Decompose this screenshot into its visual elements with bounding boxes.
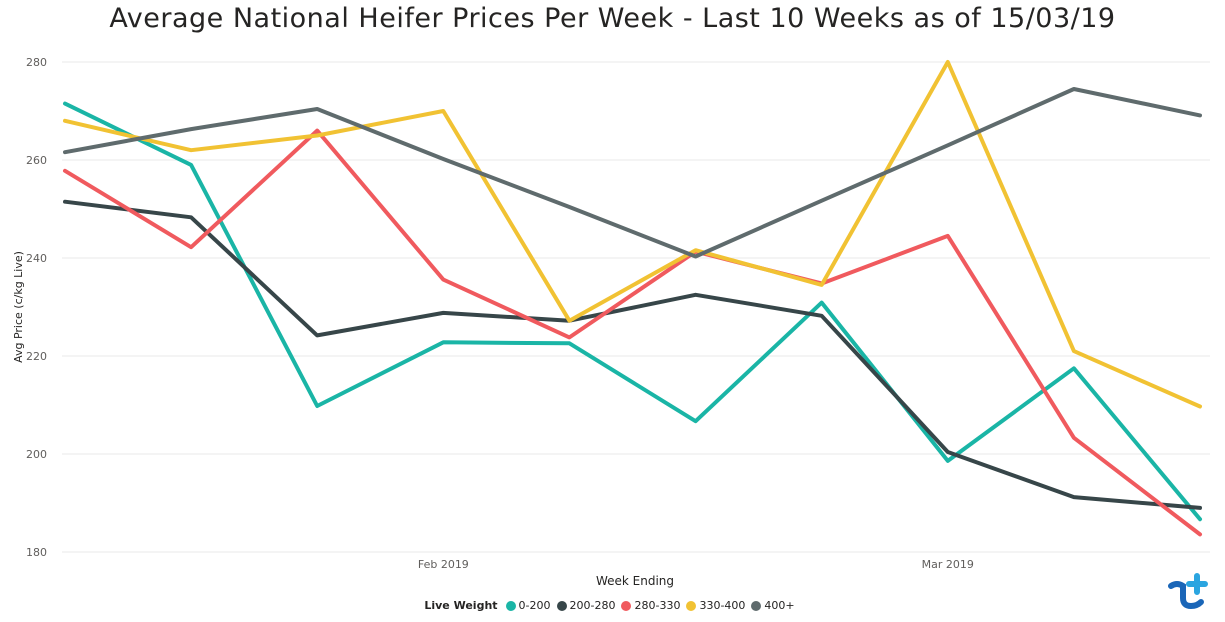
y-tick-label: 220 (26, 350, 47, 363)
legend-marker-icon (751, 600, 762, 611)
legend: Live Weight 0-200 200-280 280-330 330-400 40… (0, 599, 1225, 612)
legend-items: 0-200 200-280 280-330 330-400 400+ (505, 599, 801, 612)
y-axis-title: Avg Price (c/kg Live) (12, 251, 25, 363)
legend-item[interactable]: 330-400 (686, 599, 745, 612)
series-line-0-200[interactable] (63, 101, 1202, 522)
legend-marker-icon (505, 600, 516, 611)
legend-item[interactable]: 400+ (751, 599, 795, 612)
legend-label: 280-330 (634, 599, 681, 612)
y-tick-label: 260 (26, 154, 47, 167)
legend-item[interactable]: 0-200 (505, 599, 551, 612)
y-axis-ticks: 180 200 220 240 260 280 (26, 56, 47, 559)
legend-title: Live Weight (424, 599, 498, 612)
y-tick-label: 180 (26, 546, 47, 559)
y-tick-label: 280 (26, 56, 47, 69)
legend-label: 400+ (764, 599, 795, 612)
legend-label: 330-400 (699, 599, 746, 612)
legend-label: 200-280 (569, 599, 616, 612)
series-lines (63, 60, 1202, 537)
brand-logo-icon (1168, 573, 1208, 610)
gridlines (62, 61, 1210, 553)
series-line-280-330[interactable] (63, 128, 1202, 537)
legend-marker-icon (621, 600, 632, 611)
legend-marker-icon (556, 600, 567, 611)
x-axis-title: Week Ending (596, 574, 674, 588)
x-tick-label: Feb 2019 (418, 558, 469, 571)
legend-item[interactable]: 280-330 (621, 599, 680, 612)
chart-title: Average National Heifer Prices Per Week … (109, 3, 1116, 34)
series-line-200-280[interactable] (63, 199, 1202, 510)
y-tick-label: 240 (26, 252, 47, 265)
legend-marker-icon (686, 600, 697, 611)
legend-label: 0-200 (518, 599, 551, 612)
series-line-400+[interactable] (63, 87, 1202, 259)
series-line-330-400[interactable] (63, 60, 1202, 409)
y-tick-label: 200 (26, 448, 47, 461)
legend-item[interactable]: 200-280 (556, 599, 616, 612)
x-axis-ticks: Feb 2019 Mar 2019 (418, 558, 974, 571)
x-tick-label: Mar 2019 (922, 558, 974, 571)
